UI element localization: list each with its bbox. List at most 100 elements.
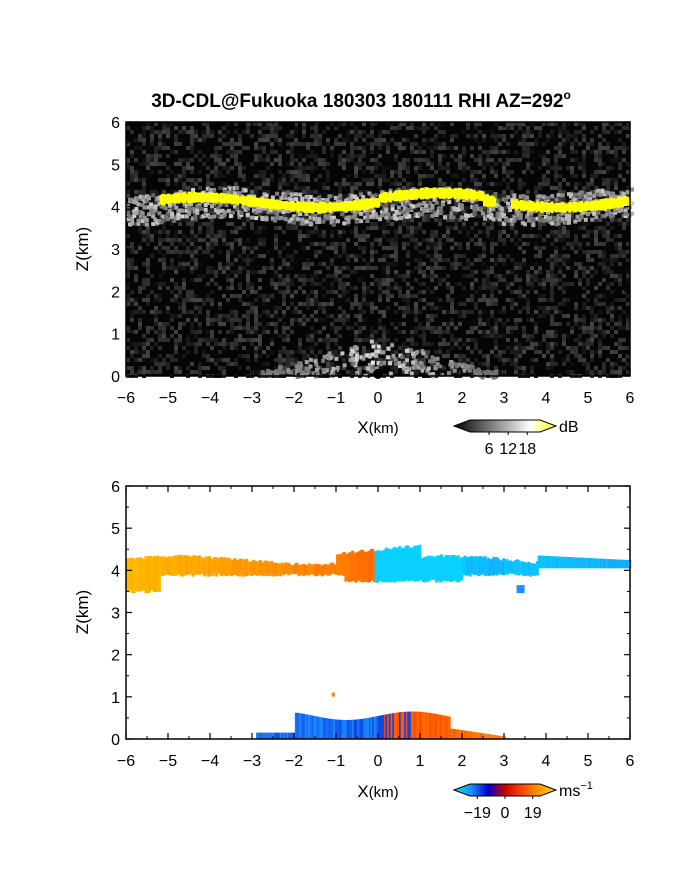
halo-cell: [567, 213, 571, 218]
halo-cell: [226, 191, 231, 196]
noise-cell: [214, 150, 218, 154]
noise-cell: [282, 278, 286, 282]
noise-cell: [618, 282, 622, 286]
noise-cell: [210, 202, 214, 206]
noise-cell: [222, 238, 226, 242]
noise-cell: [126, 126, 130, 130]
halo-cell: [556, 217, 561, 222]
halo-cell: [193, 209, 198, 214]
noise-cell: [566, 334, 570, 338]
noise-cell: [282, 322, 286, 326]
halo-cell: [464, 213, 469, 218]
noise-cell: [506, 326, 510, 330]
noise-cell: [398, 162, 402, 166]
halo-cell: [140, 197, 145, 202]
noise-cell: [330, 314, 334, 318]
noise-cell: [590, 322, 594, 326]
halo-cell: [392, 216, 397, 221]
halo-cell: [224, 203, 229, 208]
halo-cell: [275, 191, 280, 196]
noise-cell: [318, 142, 322, 146]
noise-cell: [598, 146, 602, 150]
noise-cell: [558, 198, 562, 202]
noise-cell: [178, 262, 182, 266]
noise-cell: [414, 306, 418, 310]
noise-cell: [626, 170, 630, 174]
noise-cell: [186, 130, 190, 134]
noise-cell: [442, 146, 446, 150]
noise-cell: [490, 330, 494, 334]
noise-cell: [430, 302, 434, 306]
noise-cell: [302, 322, 306, 326]
noise-cell: [278, 162, 282, 166]
noise-cell: [194, 318, 198, 322]
noise-cell: [482, 310, 486, 314]
halo-cell: [375, 215, 380, 220]
noise-cell: [146, 234, 150, 238]
halo-cell: [273, 218, 277, 223]
noise-cell: [278, 362, 282, 366]
noise-cell: [210, 226, 214, 230]
noise-cell: [306, 278, 310, 282]
halo-cell: [348, 198, 353, 203]
noise-cell: [186, 178, 190, 182]
noise-cell: [302, 186, 306, 190]
halo-cell: [430, 213, 435, 218]
noise-cell: [542, 334, 546, 338]
noise-cell: [470, 170, 474, 174]
noise-cell: [626, 194, 630, 198]
noise-cell: [410, 214, 414, 218]
noise-cell: [226, 242, 230, 246]
noise-cell: [582, 222, 586, 226]
noise-cell: [302, 350, 306, 354]
halo-cell: [508, 208, 513, 213]
halo-cell: [556, 214, 561, 219]
halo-cell: [466, 213, 471, 218]
noise-cell: [338, 306, 342, 310]
noise-cell: [354, 226, 358, 230]
halo-cell: [296, 212, 301, 217]
clutter-cell: [329, 355, 334, 360]
noise-cell: [182, 262, 186, 266]
noise-cell: [326, 174, 330, 178]
noise-cell: [190, 238, 194, 242]
noise-cell: [510, 302, 514, 306]
noise-cell: [446, 166, 450, 170]
noise-cell: [342, 250, 346, 254]
noise-cell: [322, 234, 326, 238]
noise-cell: [158, 334, 162, 338]
clutter-cell: [359, 355, 364, 360]
noise-cell: [502, 278, 506, 282]
noise-cell: [406, 306, 410, 310]
noise-cell: [534, 142, 538, 146]
clutter-cell: [304, 366, 309, 371]
noise-cell: [206, 130, 210, 134]
noise-cell: [586, 362, 590, 366]
noise-cell: [310, 302, 314, 306]
noise-cell: [590, 334, 594, 338]
noise-cell: [486, 366, 490, 370]
noise-cell: [550, 274, 554, 278]
noise-cell: [362, 294, 366, 298]
noise-cell: [146, 282, 150, 286]
noise-cell: [478, 170, 482, 174]
noise-cell: [502, 310, 506, 314]
noise-cell: [594, 150, 598, 154]
noise-cell: [242, 266, 246, 270]
noise-cell: [198, 366, 202, 370]
noise-cell: [398, 322, 402, 326]
noise-cell: [454, 310, 458, 314]
noise-cell: [530, 234, 534, 238]
halo-cell: [432, 197, 437, 202]
noise-cell: [402, 346, 406, 350]
halo-cell: [153, 204, 158, 209]
noise-cell: [490, 290, 494, 294]
noise-cell: [174, 266, 178, 270]
noise-cell: [302, 262, 306, 266]
noise-cell: [606, 270, 610, 274]
clutter-cell: [482, 370, 487, 375]
noise-cell: [494, 146, 498, 150]
noise-cell: [266, 310, 270, 314]
clutter-cell: [374, 366, 379, 371]
clutter-cell: [269, 372, 274, 377]
